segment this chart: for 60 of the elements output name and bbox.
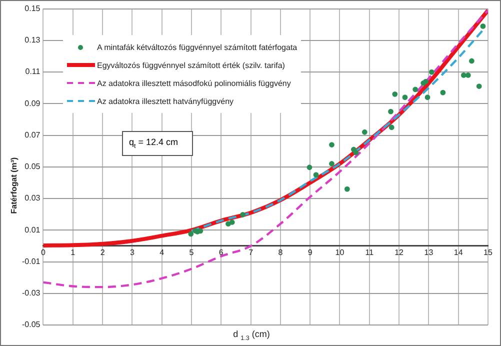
point — [362, 129, 368, 135]
point — [240, 212, 246, 218]
y-tick-label: -0.01 — [22, 256, 41, 266]
point — [460, 72, 466, 78]
point — [313, 172, 319, 178]
y-tick-label: -0.05 — [22, 320, 41, 330]
point — [476, 84, 482, 89]
annotation: q$_{t}$ = 12.4 cm — [122, 131, 194, 156]
point — [329, 142, 334, 148]
x-tick-label: 2 — [100, 248, 106, 257]
x-tick-label: 0 — [41, 248, 46, 257]
y-tick-label: 0.03 — [24, 194, 41, 203]
point — [480, 23, 486, 29]
point — [388, 124, 394, 130]
legend-label: Az adatokra illesztett másodfokú polinomiális függvény — [97, 78, 291, 88]
point — [329, 161, 334, 166]
y-tick-label: 0.01 — [24, 225, 41, 234]
x-tick-label: 3 — [130, 248, 135, 257]
legend-label: A mintafák kétváltozós függvénnyel számított fatérfogata — [97, 42, 298, 52]
y-axis-title: Fatérfogat (m³) — [10, 156, 18, 216]
x-tick-label: 14 — [454, 248, 464, 257]
y-tick-label: -0.03 — [22, 288, 41, 298]
y-tick-label: 0.05 — [24, 162, 41, 172]
point — [353, 150, 359, 156]
y-tick-label: 0.15 — [24, 4, 41, 14]
x-tick-label: 6 — [218, 248, 224, 257]
y-tick-label: 0.09 — [24, 98, 41, 108]
x-tick-label: 1 — [70, 248, 76, 257]
y-tick-label: 0.11 — [25, 67, 41, 76]
point — [465, 72, 471, 78]
x-tick-label: 4 — [160, 248, 165, 257]
x-axis-title: d $_{1.3}$ (cm) — [232, 329, 271, 342]
x-tick-label: 7 — [248, 248, 254, 257]
point — [344, 186, 350, 192]
point — [188, 231, 194, 237]
x-tick-label: 11 — [365, 248, 374, 257]
x-tick-label: 12 — [394, 248, 404, 257]
point — [402, 94, 408, 100]
x-tick-label: 8 — [278, 248, 284, 257]
x-tick-label: 13 — [424, 248, 434, 257]
point — [424, 94, 430, 100]
point — [229, 220, 235, 225]
legend-label: Egyváltozós függvénnyel számított érték (szilv. tarifa) — [97, 60, 285, 70]
point — [306, 164, 312, 170]
y-tick-label: 0.13 — [24, 36, 41, 45]
x-tick-label: 9 — [308, 248, 313, 257]
y-tick-label: 0.07 — [24, 130, 41, 140]
point — [423, 78, 428, 84]
point — [388, 108, 394, 114]
point — [392, 91, 398, 97]
point — [440, 90, 446, 96]
point — [198, 228, 204, 234]
legend-label: Az adatokra illesztett hatványfüggvény — [97, 96, 234, 106]
x-tick-label: 10 — [335, 248, 345, 257]
point — [412, 86, 418, 92]
x-tick-label: 5 — [189, 248, 194, 257]
x-tick-label: 15 — [484, 248, 493, 257]
point — [226, 221, 231, 227]
point — [428, 69, 434, 75]
point — [468, 58, 474, 64]
